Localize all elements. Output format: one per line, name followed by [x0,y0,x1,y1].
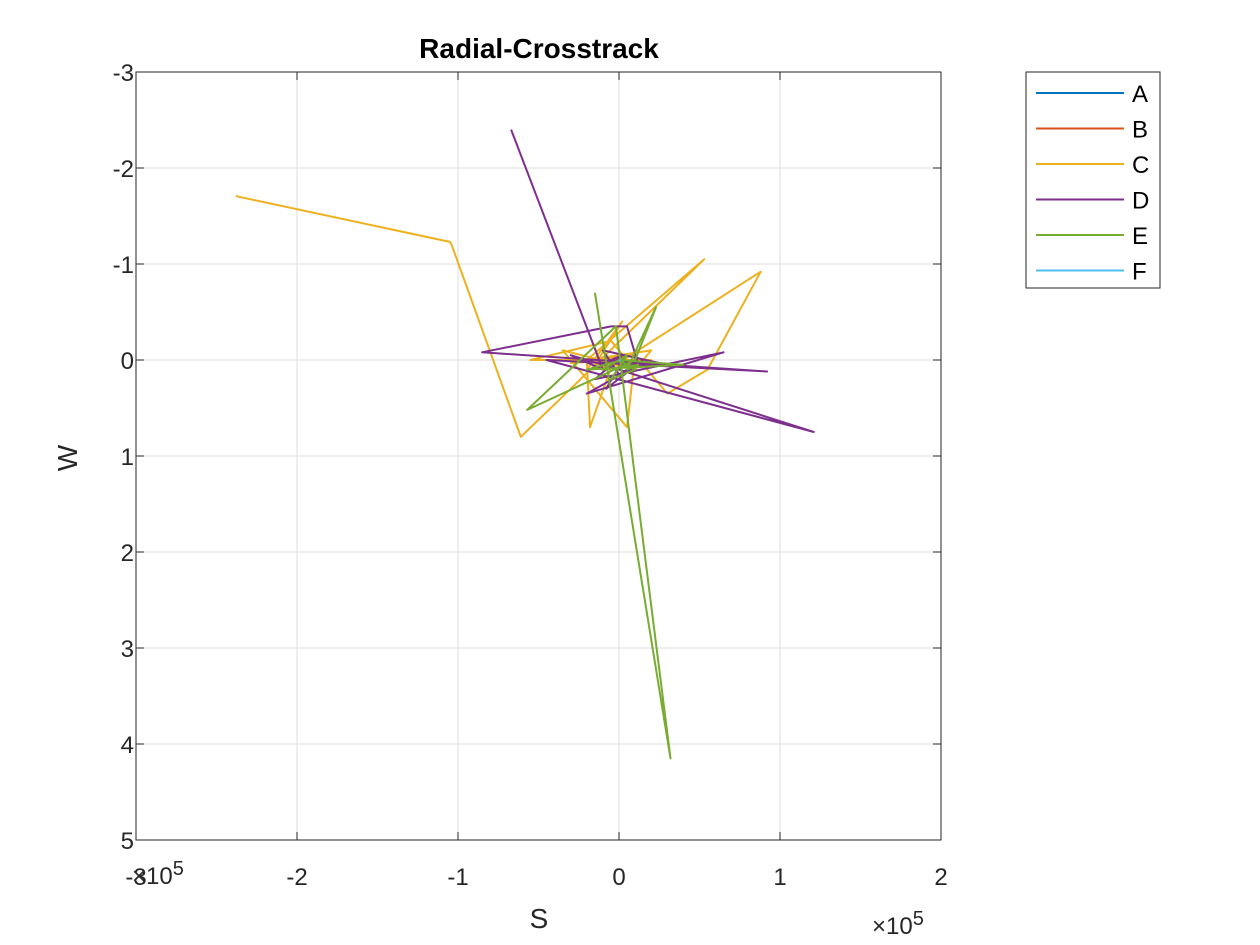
svg-text:×105: ×105 [872,908,924,940]
y-tick-label: 0 [121,348,134,375]
x-exponent-prefix: ×10 [872,913,913,940]
y-tick-label: -2 [113,156,134,183]
legend-label-e: E [1132,223,1148,250]
chart-title: Radial-Crosstrack [419,33,659,64]
legend-label-c: C [1132,152,1149,179]
y-tick-label: -3 [113,60,134,87]
x-exponent-power: 5 [913,908,924,930]
axes [135,71,942,841]
y-tick-label: 3 [121,636,134,663]
legend-box [1025,71,1161,289]
y-tick-label: 4 [121,732,134,759]
legend-label-b: B [1132,117,1148,144]
x-tick-label: 1 [773,864,786,891]
y-tick-label: 5 [121,828,134,855]
y-tick-label: -1 [113,252,134,279]
x-exponent-label: ×105 [872,908,924,940]
legend-label-f: F [1132,259,1147,286]
svg-text:×105: ×105 [132,858,184,890]
series-line-e [526,292,685,760]
y-axis-label: W [52,444,83,471]
y-tick-label: 1 [121,444,134,471]
x-tick-label: 0 [612,864,625,891]
y-tick-label: 2 [121,540,134,567]
legend-label-d: D [1132,188,1149,215]
x-tick-label: -3 [125,864,146,891]
y-exponent-prefix: ×10 [132,863,173,890]
plot-series [235,129,815,760]
y-exponent-label: ×105 [132,858,184,890]
x-tick-label: -2 [286,864,307,891]
x-tick-label: -1 [447,864,468,891]
x-axis-label: S [530,903,549,934]
series-line-f [618,359,622,362]
legend-label-a: A [1132,81,1148,108]
tick-labels: -3 -2 -1 0 1 2 -3 -2 -1 0 1 2 3 4 5 [113,60,948,891]
x-tick-label: 2 [934,864,947,891]
y-exponent-power: 5 [173,858,184,880]
